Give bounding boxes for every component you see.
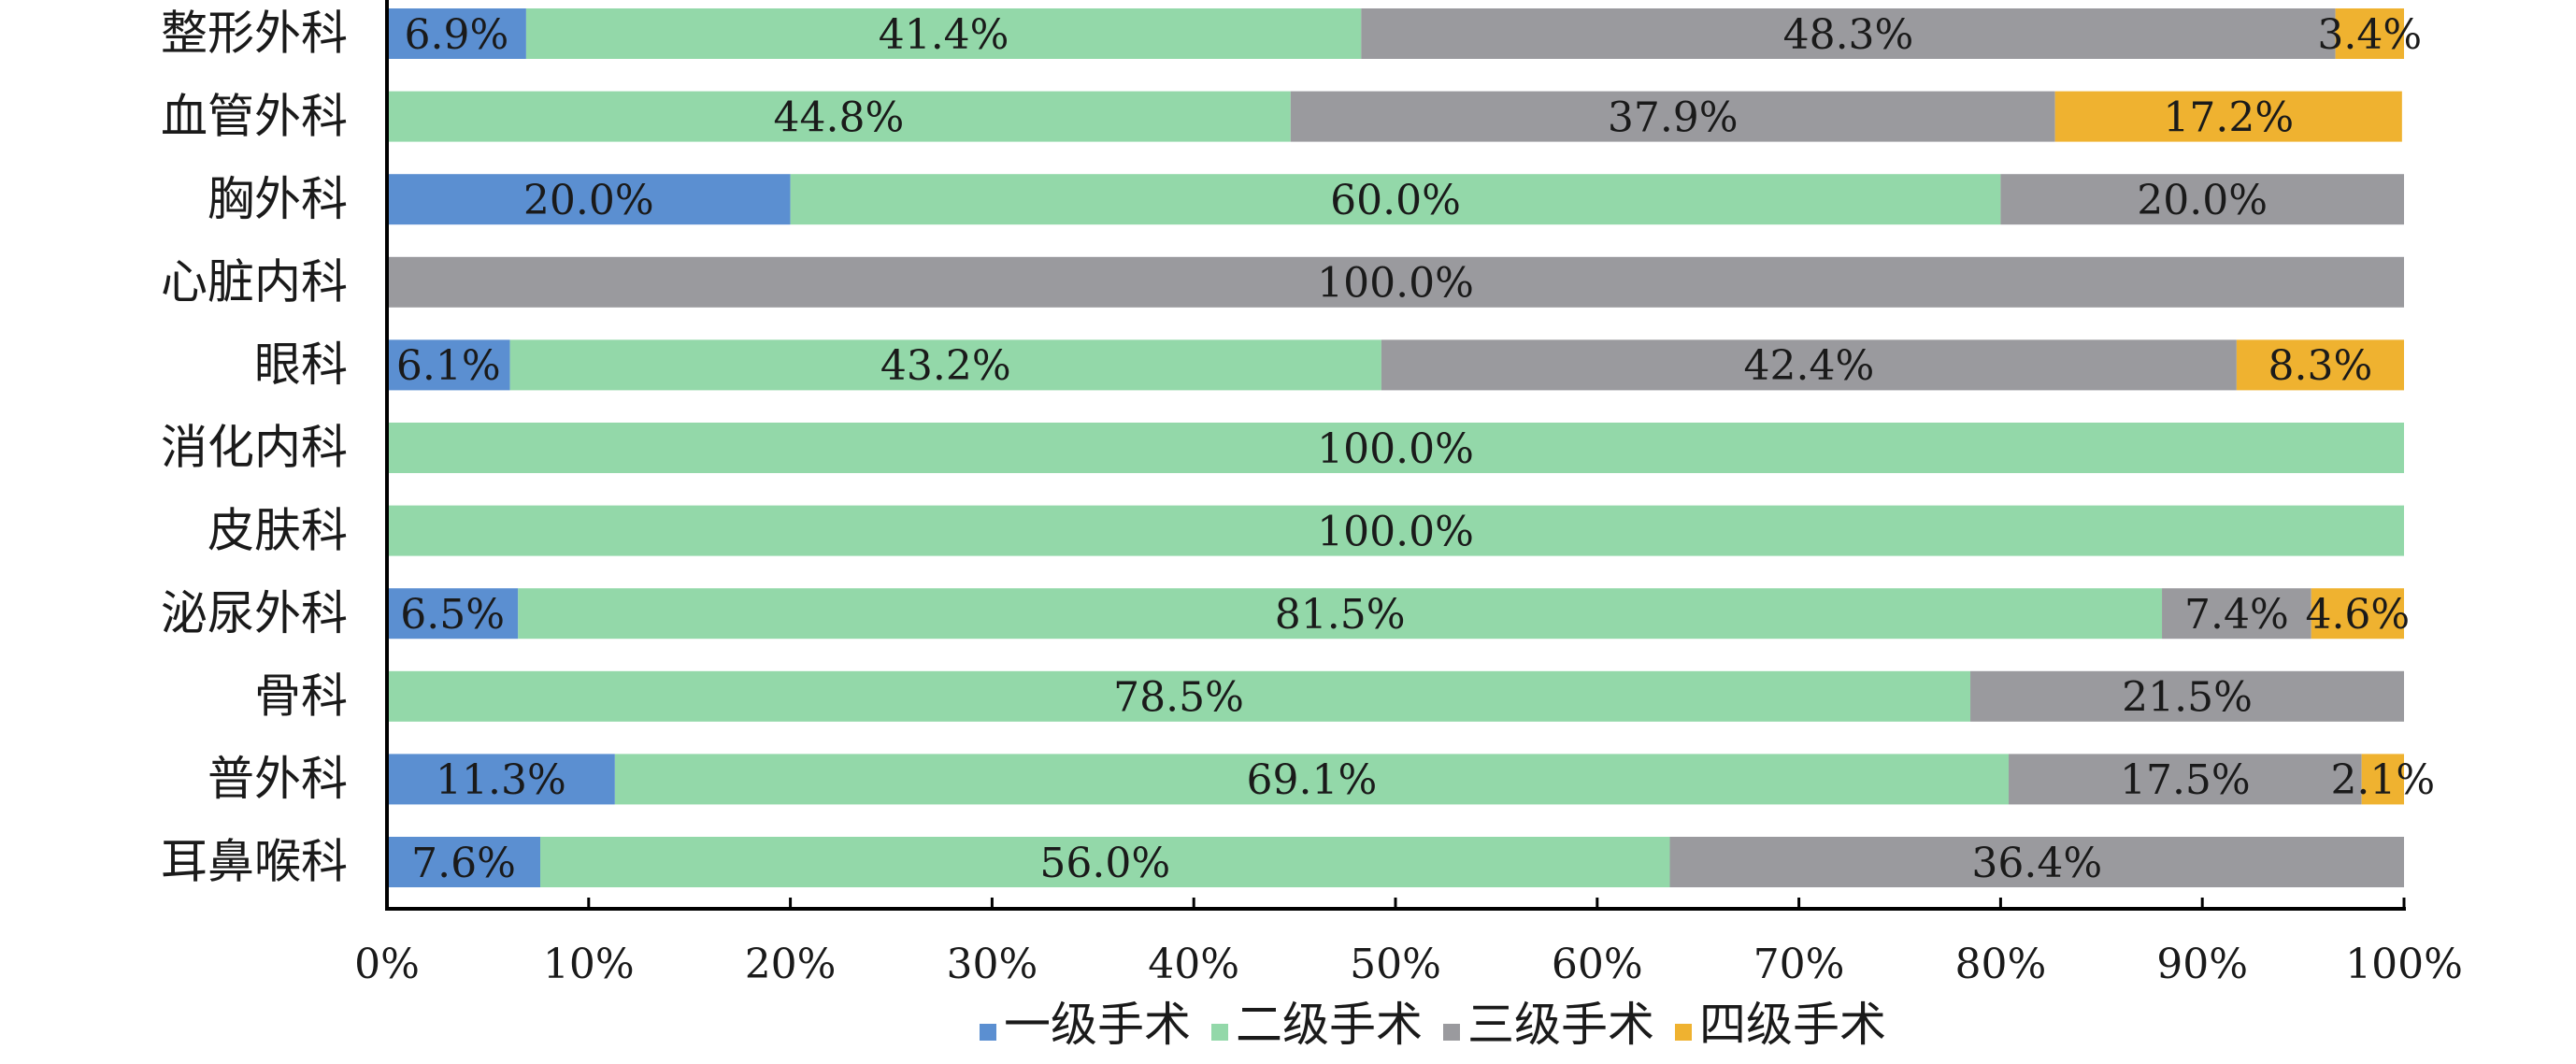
bar-segment (387, 505, 2404, 556)
data-label: 2.1% (2330, 756, 2435, 804)
bar-segment (387, 339, 510, 391)
y-tick-label: 骨科 (254, 669, 348, 724)
legend: 一级手术 二级手术 三级手术 四级手术 (980, 998, 1886, 1052)
y-tick-label: 血管外科 (161, 89, 348, 143)
data-label: 6.1% (396, 342, 501, 390)
data-label: 20.0% (523, 177, 654, 224)
data-label: 17.5% (2120, 756, 2251, 804)
bar-segment (387, 8, 526, 59)
bar-segment (2236, 339, 2404, 391)
data-label: 3.4% (2317, 11, 2422, 59)
data-label: 44.8% (774, 93, 905, 141)
x-tick-label: 70% (1753, 941, 1845, 988)
x-tick-label: 60% (1552, 941, 1643, 988)
legend-label: 三级手术 (1467, 998, 1654, 1052)
data-label: 41.4% (879, 11, 1009, 59)
data-label: 7.4% (2184, 591, 2289, 639)
bar-segment (2000, 174, 2404, 225)
y-tick-label: 胸外科 (208, 172, 348, 226)
bar-segment (387, 256, 2404, 308)
data-label: 21.5% (2122, 674, 2253, 722)
data-label: 100.0% (1317, 260, 1474, 308)
bar-segment (1361, 8, 2336, 59)
data-label: 4.6% (2305, 591, 2410, 639)
bar-segment (2335, 8, 2404, 59)
bar-segment (2009, 754, 2362, 805)
y-tick-label: 消化内科 (161, 421, 348, 475)
data-label: 6.9% (405, 11, 509, 59)
data-label: 37.9% (1608, 93, 1739, 141)
bar-segment (1970, 670, 2404, 722)
data-label: 81.5% (1275, 591, 1406, 639)
legend-label: 二级手术 (1236, 998, 1423, 1052)
y-tick-label: 泌尿外科 (161, 586, 348, 640)
bar-segment (387, 837, 541, 887)
bar-segment (509, 339, 1381, 391)
y-tick-label: 心脏内科 (161, 255, 348, 309)
data-label: 17.2% (2163, 93, 2294, 141)
bar-segment (387, 754, 615, 805)
legend-label: 四级手术 (1699, 998, 1886, 1052)
bar-segment (2311, 588, 2404, 640)
legend-label: 一级手术 (1004, 998, 1191, 1052)
legend-swatch (1211, 1024, 1228, 1041)
data-label: 6.5% (400, 591, 505, 639)
legend-swatch (1443, 1024, 1460, 1041)
data-label: 60.0% (1330, 177, 1461, 224)
y-tick-label: 皮肤科 (208, 503, 348, 557)
legend-swatch (980, 1024, 996, 1041)
bar-segment (614, 754, 2010, 805)
data-labels-layer: 6.9% 41.4% 48.3% 3.4% 44.8% 37.9% 17.2% 20.0% 60… (396, 11, 2435, 887)
bars-layer (387, 8, 2404, 887)
bar-segment (387, 670, 1971, 722)
data-label: 43.2% (880, 342, 1011, 390)
legend-swatch (1675, 1024, 1692, 1041)
y-tick-label: 耳鼻喉科 (161, 835, 348, 889)
bar-segment (387, 91, 1291, 142)
data-label: 8.3% (2268, 342, 2373, 390)
bar-segment (1290, 91, 2055, 142)
bar-segment (518, 588, 2163, 640)
bar-segment (387, 174, 791, 225)
bar-segment (1669, 837, 2404, 887)
bar-segment (2054, 91, 2402, 142)
x-tick-label: 0% (354, 941, 420, 988)
x-tick-label: 30% (947, 941, 1038, 988)
bar-segment (387, 588, 519, 640)
y-tick-label: 眼科 (254, 338, 348, 392)
bar-segment (2162, 588, 2311, 640)
bar-segment (1381, 339, 2237, 391)
bar-segment (540, 837, 1670, 887)
x-tick-label: 20% (745, 941, 837, 988)
bar-segment (525, 8, 1362, 59)
data-label: 20.0% (2137, 177, 2268, 224)
data-label: 69.1% (1247, 756, 1378, 804)
x-tick-label: 50% (1350, 941, 1441, 988)
bar-segment (387, 423, 2404, 473)
data-label: 48.3% (1783, 11, 1914, 59)
x-tick-label: 90% (2156, 941, 2248, 988)
data-label: 78.5% (1113, 674, 1244, 722)
data-label: 100.0% (1317, 508, 1474, 555)
data-label: 7.6% (411, 840, 516, 887)
bar-segment (790, 174, 2001, 225)
x-tick-label: 40% (1148, 941, 1239, 988)
data-label: 11.3% (436, 756, 566, 804)
data-label: 100.0% (1317, 425, 1474, 473)
x-tick-label: 100% (2345, 941, 2463, 988)
bar-segment (2361, 754, 2404, 805)
data-label: 36.4% (1971, 840, 2102, 887)
data-label: 42.4% (1743, 342, 1874, 390)
y-tick-label: 普外科 (208, 752, 348, 806)
data-label: 56.0% (1039, 840, 1170, 887)
x-tick-label: 80% (1955, 941, 2047, 988)
y-tick-label: 整形外科 (161, 7, 348, 61)
x-tick-label: 10% (543, 941, 635, 988)
